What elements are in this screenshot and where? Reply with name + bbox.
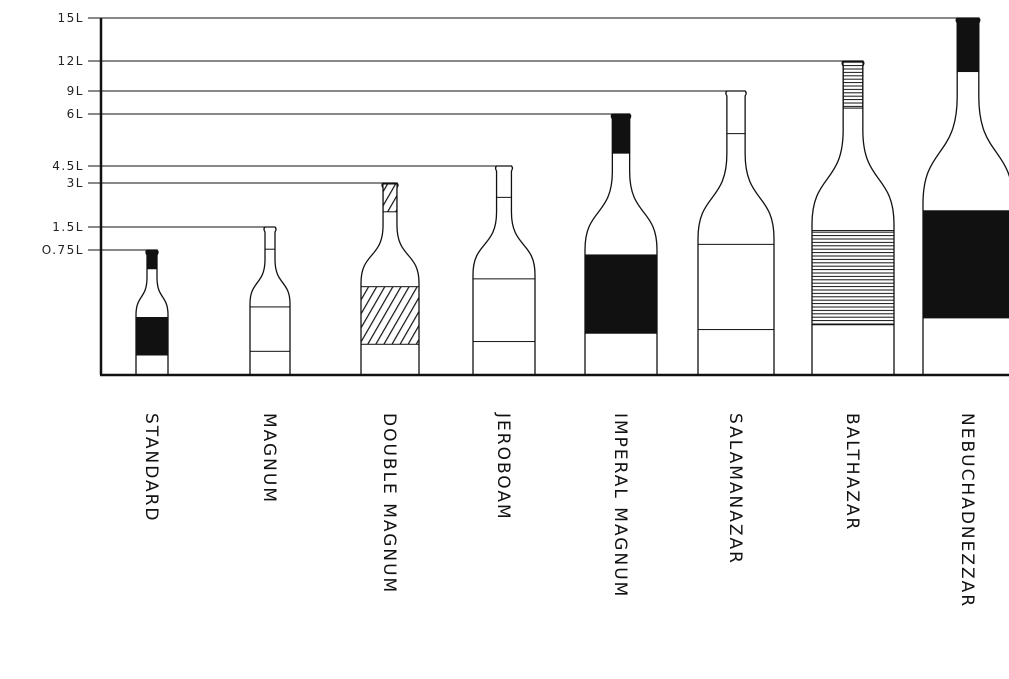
- y-tick-label: 6L: [67, 107, 84, 121]
- y-tick-label: 9L: [67, 84, 84, 98]
- y-tick-label: 1.5L: [52, 220, 84, 234]
- bottle-outline: [697, 90, 775, 376]
- bottle-name-label: BALTHAZAR: [842, 413, 862, 531]
- bottle-name-label: STANDARD: [141, 413, 161, 523]
- bottle-outline: [249, 226, 291, 376]
- bottle-name-label: NEBUCHADNEZZAR: [957, 413, 977, 608]
- bottle-outline: [472, 165, 536, 376]
- y-tick-label: 4.5L: [52, 159, 84, 173]
- bottle-label: [811, 230, 895, 326]
- bottle-label: [249, 306, 291, 352]
- bottle-label: [922, 210, 1009, 319]
- bottle-label: [697, 243, 775, 331]
- bottle: [249, 226, 291, 376]
- bottle: [697, 90, 775, 376]
- y-tick-label: 12L: [58, 54, 84, 68]
- bottle-capsule: [382, 183, 398, 213]
- bottle-capsule: [956, 18, 980, 73]
- bottle-name-label: JEROBOAM: [493, 412, 513, 521]
- bottle-capsule: [611, 114, 631, 154]
- bottle-capsule: [842, 61, 864, 109]
- bottle: [584, 113, 658, 376]
- bottle-label: [135, 317, 169, 356]
- y-tick-label: 3L: [67, 176, 84, 190]
- bottle-name-label: SALAMANAZAR: [725, 413, 745, 565]
- bottle-label: [360, 286, 420, 345]
- bottle: [922, 17, 1009, 376]
- bottle-label: [472, 278, 536, 343]
- bottle-capsule: [146, 250, 158, 270]
- bottle-name-label: DOUBLE MAGNUM: [379, 413, 399, 594]
- bottle: [472, 165, 536, 376]
- y-tick-label: O.75L: [42, 243, 84, 257]
- bottle: [360, 182, 420, 376]
- bottle-name-label: MAGNUM: [259, 413, 279, 504]
- bottle: [135, 249, 169, 376]
- bottle: [811, 60, 895, 376]
- bottle-name-label: IMPERAL MAGNUM: [610, 413, 630, 598]
- y-tick-label: 15L: [58, 11, 84, 25]
- bottle-label: [584, 254, 658, 334]
